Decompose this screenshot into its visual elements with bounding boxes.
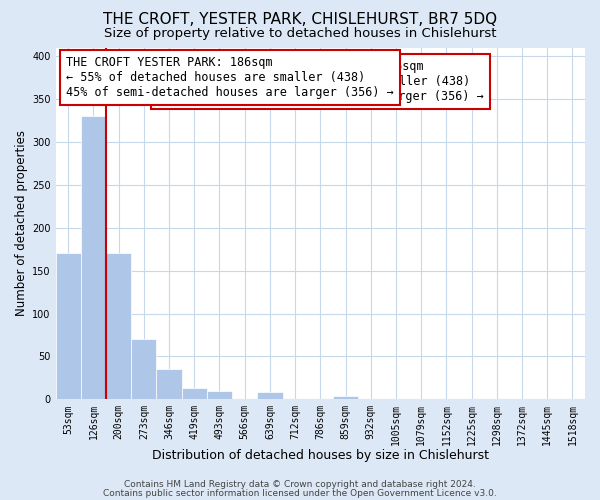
Text: THE CROFT YESTER PARK: 186sqm
← 55% of detached houses are smaller (438)
45% of : THE CROFT YESTER PARK: 186sqm ← 55% of d…: [66, 56, 394, 100]
Bar: [131, 340, 157, 400]
Text: THE CROFT YESTER PARK: 186sqm
← 55% of detached houses are smaller (438)
45% of : THE CROFT YESTER PARK: 186sqm ← 55% of d…: [157, 60, 484, 104]
Bar: [182, 388, 207, 400]
Bar: [81, 116, 106, 400]
Text: Contains HM Land Registry data © Crown copyright and database right 2024.: Contains HM Land Registry data © Crown c…: [124, 480, 476, 489]
Bar: [157, 370, 182, 400]
X-axis label: Distribution of detached houses by size in Chislehurst: Distribution of detached houses by size …: [152, 450, 489, 462]
Text: THE CROFT, YESTER PARK, CHISLEHURST, BR7 5DQ: THE CROFT, YESTER PARK, CHISLEHURST, BR7…: [103, 12, 497, 28]
Text: Contains public sector information licensed under the Open Government Licence v3: Contains public sector information licen…: [103, 489, 497, 498]
Text: Size of property relative to detached houses in Chislehurst: Size of property relative to detached ho…: [104, 28, 496, 40]
Bar: [257, 392, 283, 400]
Y-axis label: Number of detached properties: Number of detached properties: [15, 130, 28, 316]
Bar: [333, 396, 358, 400]
Bar: [56, 254, 81, 400]
Bar: [207, 391, 232, 400]
Bar: [106, 254, 131, 400]
